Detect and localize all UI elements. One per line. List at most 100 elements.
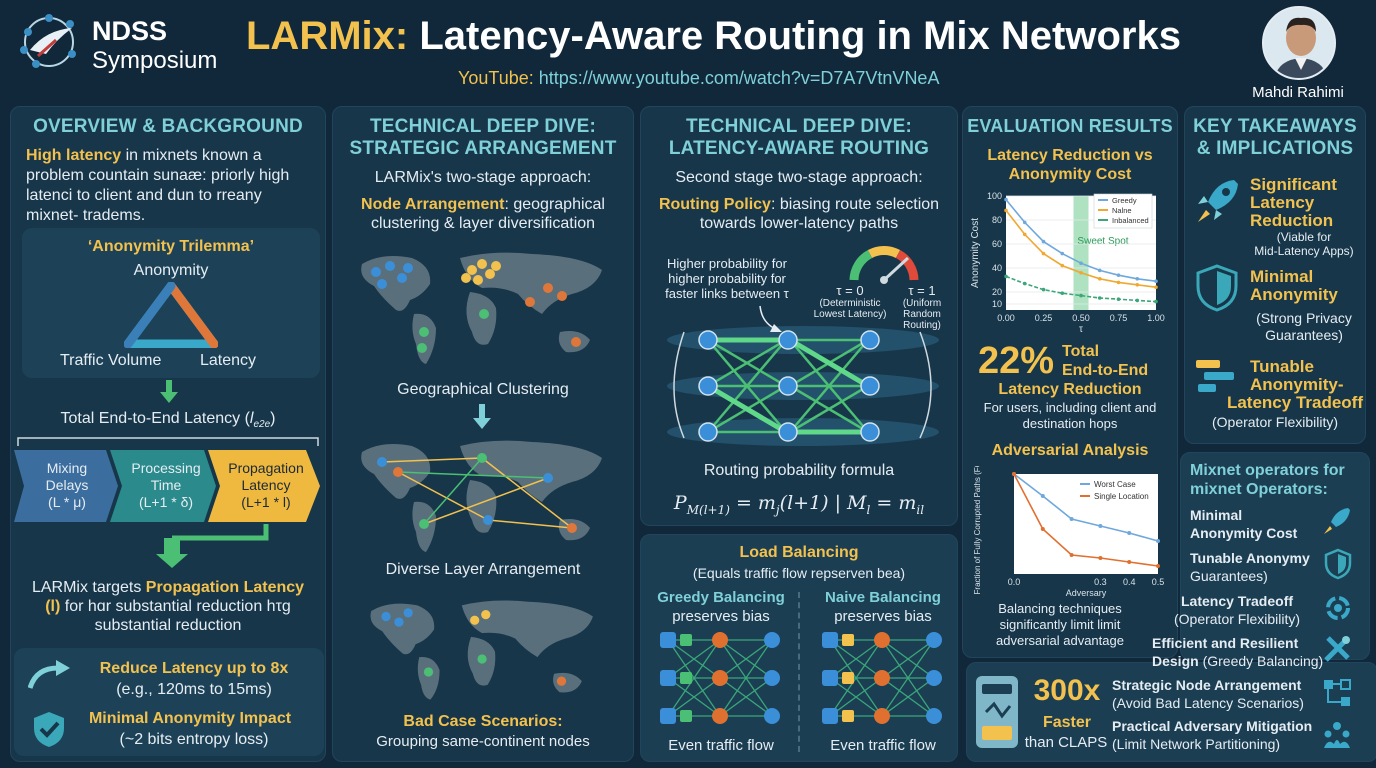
greedy-balancing-sub: preserves bias bbox=[672, 608, 770, 625]
chart1-point bbox=[1041, 239, 1046, 244]
chart1-title-line1: Latency Reduction vs bbox=[987, 147, 1153, 164]
ndss-logo-line2: Symposium bbox=[92, 47, 218, 74]
map-diverse-layer bbox=[352, 432, 614, 560]
elbow-arrow bbox=[150, 524, 274, 568]
trilemma-title: ‘Anonymity Trilemma’ bbox=[87, 238, 255, 255]
formula-p: P bbox=[673, 492, 687, 514]
people-icon bbox=[1322, 720, 1352, 750]
op3-line2: (Operator Flexibility) bbox=[1173, 611, 1301, 627]
targets-pre: LARMix targets bbox=[31, 579, 146, 596]
propagation-latency-box: Propagation Latency (L+1 * l) bbox=[220, 460, 312, 511]
title-rest: Latency-Aware Routing in Mix Networks bbox=[408, 14, 1181, 58]
chart-adversarial: 0.0 0.3 0.4 0.5 Adversary Fraction of Fully C… bbox=[966, 453, 1174, 600]
chart1-point bbox=[1004, 274, 1008, 279]
chart1-y-tick: 80 bbox=[992, 215, 1002, 225]
chart2-point bbox=[1098, 556, 1103, 560]
greedy-network bbox=[656, 628, 786, 728]
chart2-x-label: Adversary bbox=[1066, 588, 1107, 598]
operator-item-3: Latency Tradeoff (Operator Flexibility) bbox=[1152, 592, 1322, 628]
routing-panel bbox=[640, 106, 958, 526]
map-bad-case bbox=[362, 592, 604, 702]
formula-sub3: l bbox=[866, 502, 871, 517]
overview-intro: High latency in mixnets known a problem … bbox=[26, 146, 316, 226]
takeaways-heading-line1: KEY TAKEAWAYS bbox=[1193, 116, 1357, 137]
youtube-link[interactable]: YouTube: https://www.youtube.com/watch?v… bbox=[458, 68, 939, 89]
chart1-point bbox=[1041, 251, 1046, 256]
chart1-y-tick: 20 bbox=[992, 287, 1002, 297]
tau0-value: τ = 0 bbox=[836, 283, 864, 298]
operator-item-2: Tunable Anonymy Guarantees) bbox=[1190, 549, 1310, 585]
tau1-value: τ = 1 bbox=[908, 283, 936, 298]
server-rack-icon bbox=[972, 672, 1022, 752]
chart2-point bbox=[1156, 539, 1160, 543]
page-title: LARMix: Latency-Aware Routing in Mix Net… bbox=[246, 14, 1181, 59]
chart1-point bbox=[1022, 220, 1027, 225]
chart1-point bbox=[1060, 263, 1065, 268]
propagation-line3: (L+1 * l) bbox=[241, 494, 291, 510]
load-balancing-subtitle: (Equals traffic flow repserven bea) bbox=[692, 565, 906, 581]
chart1-x-tick: 0.25 bbox=[1035, 313, 1053, 323]
chart1-y-tick: 40 bbox=[992, 263, 1002, 273]
chart2-legend-label: Single Location bbox=[1094, 492, 1149, 501]
op4-line2b: (Greedy Balancing) bbox=[1198, 653, 1324, 669]
operators-heading-line1: Mixnet operators for bbox=[1190, 462, 1345, 479]
greedy-caption: Even traffic flow bbox=[668, 737, 774, 754]
operator-item-1: Minimal Anonymity Cost bbox=[1190, 506, 1297, 542]
chart1-point bbox=[1060, 251, 1065, 256]
chart2-legend-label: Worst Case bbox=[1094, 480, 1136, 489]
takeaway2-line1: Minimal bbox=[1250, 267, 1314, 286]
chart1-title: Latency Reduction vs Anonymity Cost bbox=[962, 146, 1178, 184]
chart1-point bbox=[1022, 281, 1027, 286]
adversarial-title: Adversarial Analysis bbox=[991, 442, 1149, 459]
takeaway2-sub: (Strong Privacy Guarantees) bbox=[1244, 310, 1364, 344]
targets-bold: Propagation Latency bbox=[145, 579, 305, 596]
operator-item-6: Practical Adversary Mitigation (Limit Ne… bbox=[1112, 717, 1312, 753]
routing-policy-text: Routing Policy: biasing route selection … bbox=[652, 195, 946, 233]
operators-heading: Mixnet operators for mixnet Operators: bbox=[1190, 461, 1366, 499]
tau1-sub3: Routing) bbox=[903, 320, 941, 331]
chart1-point bbox=[1154, 285, 1158, 289]
down-arrow-2 bbox=[472, 404, 492, 430]
chart2-point bbox=[1040, 494, 1045, 498]
chart2-x-tick: 0.5 bbox=[1152, 577, 1165, 587]
chart2-x-tick: 0.4 bbox=[1123, 577, 1136, 587]
chart1-point bbox=[1116, 280, 1121, 285]
map1-caption: Geographical Clustering bbox=[397, 381, 569, 398]
naive-network bbox=[818, 628, 948, 728]
chart1-point bbox=[1116, 297, 1121, 301]
chart1-point bbox=[1079, 271, 1083, 275]
takeaway2-sub1: (Strong Privacy bbox=[1256, 310, 1352, 326]
prob-line2: higher probability for bbox=[668, 271, 786, 286]
reduce-latency-sub: (e.g., 120ms to 15ms) bbox=[116, 681, 272, 698]
op1-line1: Minimal bbox=[1190, 507, 1243, 523]
formula-sub4: il bbox=[916, 502, 925, 517]
ndss-logo-line1: NDSS bbox=[92, 16, 168, 46]
small-rocket-icon bbox=[1322, 506, 1352, 536]
small-shield-icon bbox=[1324, 548, 1352, 580]
takeaway2-sub2: Guarantees) bbox=[1265, 327, 1343, 343]
map3-caption-bold: Bad Case Scenarios: bbox=[403, 713, 563, 730]
balancing-divider bbox=[798, 592, 800, 752]
propagation-line1: Propagation bbox=[228, 460, 304, 476]
chart2-point bbox=[1156, 564, 1160, 568]
youtube-url[interactable]: https://www.youtube.com/watch?v=D7A7VtnV… bbox=[533, 68, 940, 88]
tau1-sub2: Random bbox=[903, 309, 941, 320]
speed-value: 300x bbox=[1033, 674, 1101, 707]
takeaway1-line1: Significant bbox=[1250, 175, 1337, 194]
prob-line1: Higher probability for bbox=[667, 256, 787, 271]
speed-line2: than CLAPS bbox=[1024, 734, 1108, 751]
e2e-close: ) bbox=[270, 410, 276, 427]
arrangement-heading-line2: STRATEGIC ARRANGEMENT bbox=[349, 138, 617, 159]
arrangement-subtitle: LARMix's two-stage approach: bbox=[374, 169, 592, 186]
chart1-sweet-spot-band bbox=[1073, 196, 1089, 310]
op1-line2: Anonymity Cost bbox=[1190, 525, 1298, 541]
chart1-x-tick: 0.50 bbox=[1072, 313, 1090, 323]
formula-rest3: = m bbox=[870, 492, 917, 514]
naive-balancing-title: Naive Balancing bbox=[825, 589, 941, 606]
takeaway2-title: Minimal Anonymity bbox=[1250, 268, 1338, 304]
chart1-point bbox=[1004, 197, 1008, 202]
node-arrangement-rest: : geographical clustering & layer divers… bbox=[370, 196, 605, 232]
chart1-point bbox=[1060, 291, 1065, 295]
routing-formula: PM(l+1) = mj(l+1) | Ml = mil bbox=[640, 492, 958, 517]
chart2-point bbox=[1040, 527, 1045, 531]
